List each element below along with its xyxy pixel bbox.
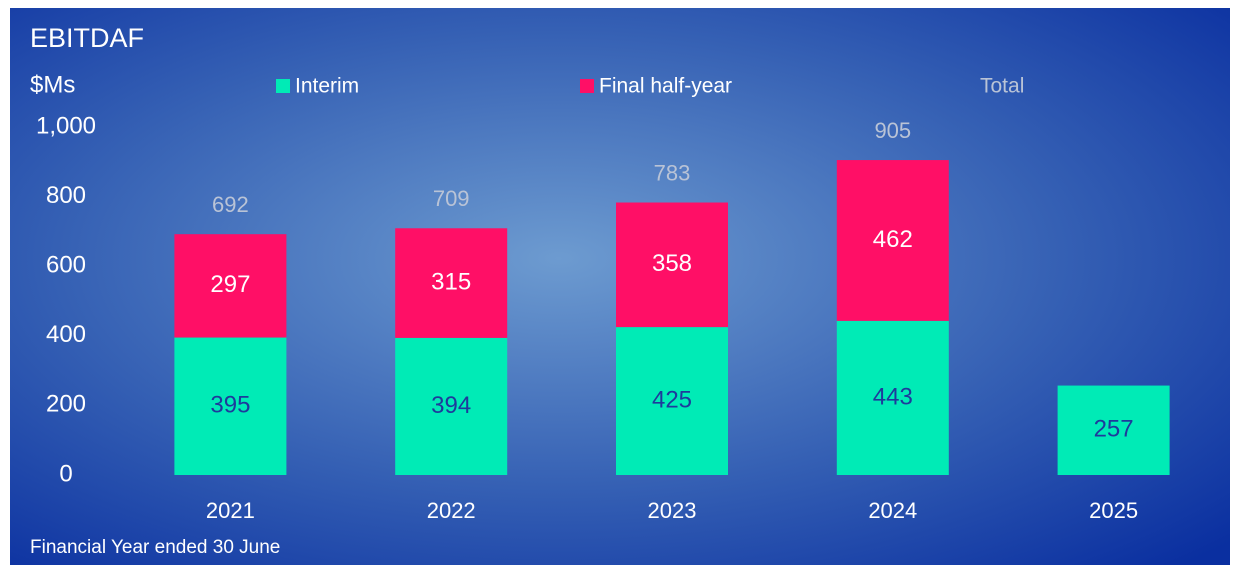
bar-segment [616, 202, 728, 328]
legend-label: Interim [295, 75, 359, 98]
y-tick-label: 1,000 [36, 112, 96, 139]
total-label: 709 [433, 186, 470, 211]
legend-label: Total [980, 75, 1024, 98]
data-label: 257 [1094, 416, 1134, 443]
bar-segment [395, 337, 508, 475]
bar-segment [174, 234, 287, 338]
total-label: 692 [212, 192, 249, 217]
y-tick-label: 800 [46, 182, 86, 209]
footnote: Financial Year ended 30 June [30, 537, 280, 558]
bar-segment [174, 337, 287, 475]
data-label: 425 [652, 386, 692, 413]
total-label: 783 [654, 160, 691, 185]
data-label: 315 [431, 268, 471, 295]
bar-segment [1057, 385, 1170, 475]
chart-title: EBITDAF [30, 23, 144, 53]
data-label: 297 [210, 271, 250, 298]
y-axis-label: $Ms [30, 71, 75, 98]
y-tick-label: 200 [46, 391, 86, 418]
bar-segment [395, 228, 508, 338]
y-tick-label: 400 [46, 321, 86, 348]
x-tick-label: 2024 [868, 498, 917, 523]
data-label: 443 [873, 383, 913, 410]
bar-segment [616, 327, 728, 475]
data-label: 395 [210, 392, 250, 419]
x-tick-label: 2025 [1089, 498, 1138, 523]
y-tick-label: 600 [46, 252, 86, 279]
x-tick-label: 2022 [427, 498, 476, 523]
bar-segment [836, 320, 949, 475]
legend-swatch [580, 79, 594, 93]
data-label: 394 [431, 392, 471, 419]
bar-segment [836, 160, 949, 321]
x-tick-label: 2023 [648, 498, 697, 523]
x-tick-label: 2021 [206, 498, 255, 523]
data-label: 358 [652, 250, 692, 277]
legend-swatch [276, 79, 290, 93]
data-label: 462 [873, 226, 913, 253]
total-label: 905 [874, 118, 911, 143]
y-tick-label: 0 [59, 460, 72, 487]
legend-label: Final half-year [599, 75, 732, 98]
